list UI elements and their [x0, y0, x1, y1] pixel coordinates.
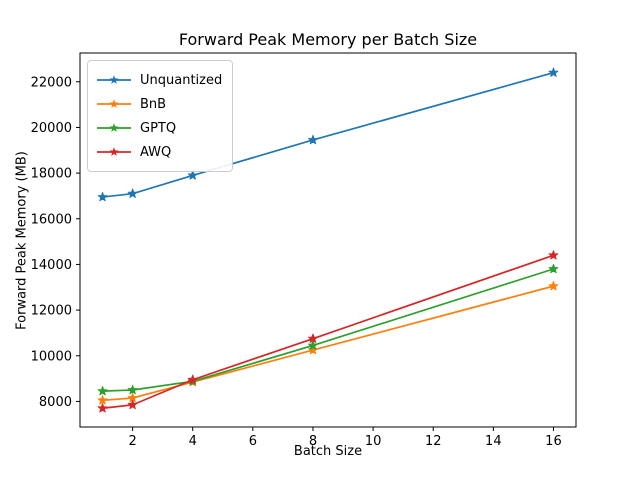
- y-tick-label: 20000: [31, 121, 72, 136]
- legend-star-icon: [109, 99, 119, 108]
- data-point-star-icon: [187, 374, 198, 385]
- legend-star-icon: [109, 147, 119, 156]
- y-tick-label: 18000: [31, 167, 72, 182]
- data-point-star-icon: [548, 263, 559, 274]
- x-tick-label: 14: [485, 434, 502, 449]
- data-point-star-icon: [127, 399, 138, 410]
- legend-label: GPTQ: [140, 120, 177, 136]
- data-point-star-icon: [97, 191, 108, 202]
- data-point-star-icon: [308, 333, 318, 343]
- legend: Unquantized BnB GPTQ AWQ: [87, 60, 234, 172]
- x-tick-label: 2: [128, 434, 136, 449]
- data-point-star-icon: [308, 134, 318, 145]
- x-tick-label: 8: [309, 434, 317, 449]
- legend-item-bnb: BnB: [97, 92, 222, 116]
- legend-star-icon: [109, 123, 119, 132]
- data-point-star-icon: [548, 250, 559, 260]
- data-point-star-icon: [548, 280, 559, 291]
- legend-line-sample: [97, 75, 131, 84]
- data-point-star-icon: [187, 170, 198, 180]
- data-point-star-icon: [548, 67, 559, 77]
- series-line-bnb: [102, 285, 554, 402]
- x-tick-label: 16: [545, 434, 562, 449]
- data-point-star-icon: [97, 403, 108, 413]
- y-axis-label: Forward Peak Memory (MB): [14, 151, 30, 330]
- legend-star-icon: [109, 75, 119, 84]
- data-point-star-icon: [308, 344, 318, 355]
- x-tick-label: 6: [249, 434, 257, 449]
- x-tick-label: 12: [425, 434, 442, 449]
- data-point-star-icon: [308, 340, 318, 350]
- y-tick-label: 12000: [31, 304, 72, 319]
- legend-line-sample: [97, 99, 131, 108]
- y-tick-label: 22000: [31, 75, 72, 90]
- y-tick-label: 14000: [31, 258, 72, 273]
- legend-label: Unquantized: [140, 72, 223, 88]
- data-point-star-icon: [127, 188, 138, 198]
- axes-spines: [79, 52, 577, 428]
- legend-item-awq: AWQ: [97, 140, 222, 164]
- legend-line-sample: [97, 147, 131, 156]
- x-tick-label: 10: [365, 434, 382, 449]
- legend-line-sample: [97, 123, 131, 132]
- series-line-gptq: [102, 268, 554, 392]
- legend-item-gptq: GPTQ: [97, 116, 222, 140]
- chart-title: Forward Peak Memory per Batch Size: [178, 30, 478, 49]
- legend-item-unquantized: Unquantized: [97, 68, 222, 92]
- x-tick-label: 4: [189, 434, 197, 449]
- y-tick-label: 8000: [39, 395, 72, 410]
- x-axis-label: Batch Size: [293, 444, 363, 459]
- y-tick-label: 16000: [31, 212, 72, 227]
- legend-label: BnB: [140, 96, 167, 112]
- data-point-star-icon: [97, 385, 108, 396]
- data-point-star-icon: [127, 384, 138, 395]
- y-tick-label: 10000: [31, 349, 72, 364]
- legend-label: AWQ: [140, 144, 172, 160]
- data-point-star-icon: [97, 395, 108, 405]
